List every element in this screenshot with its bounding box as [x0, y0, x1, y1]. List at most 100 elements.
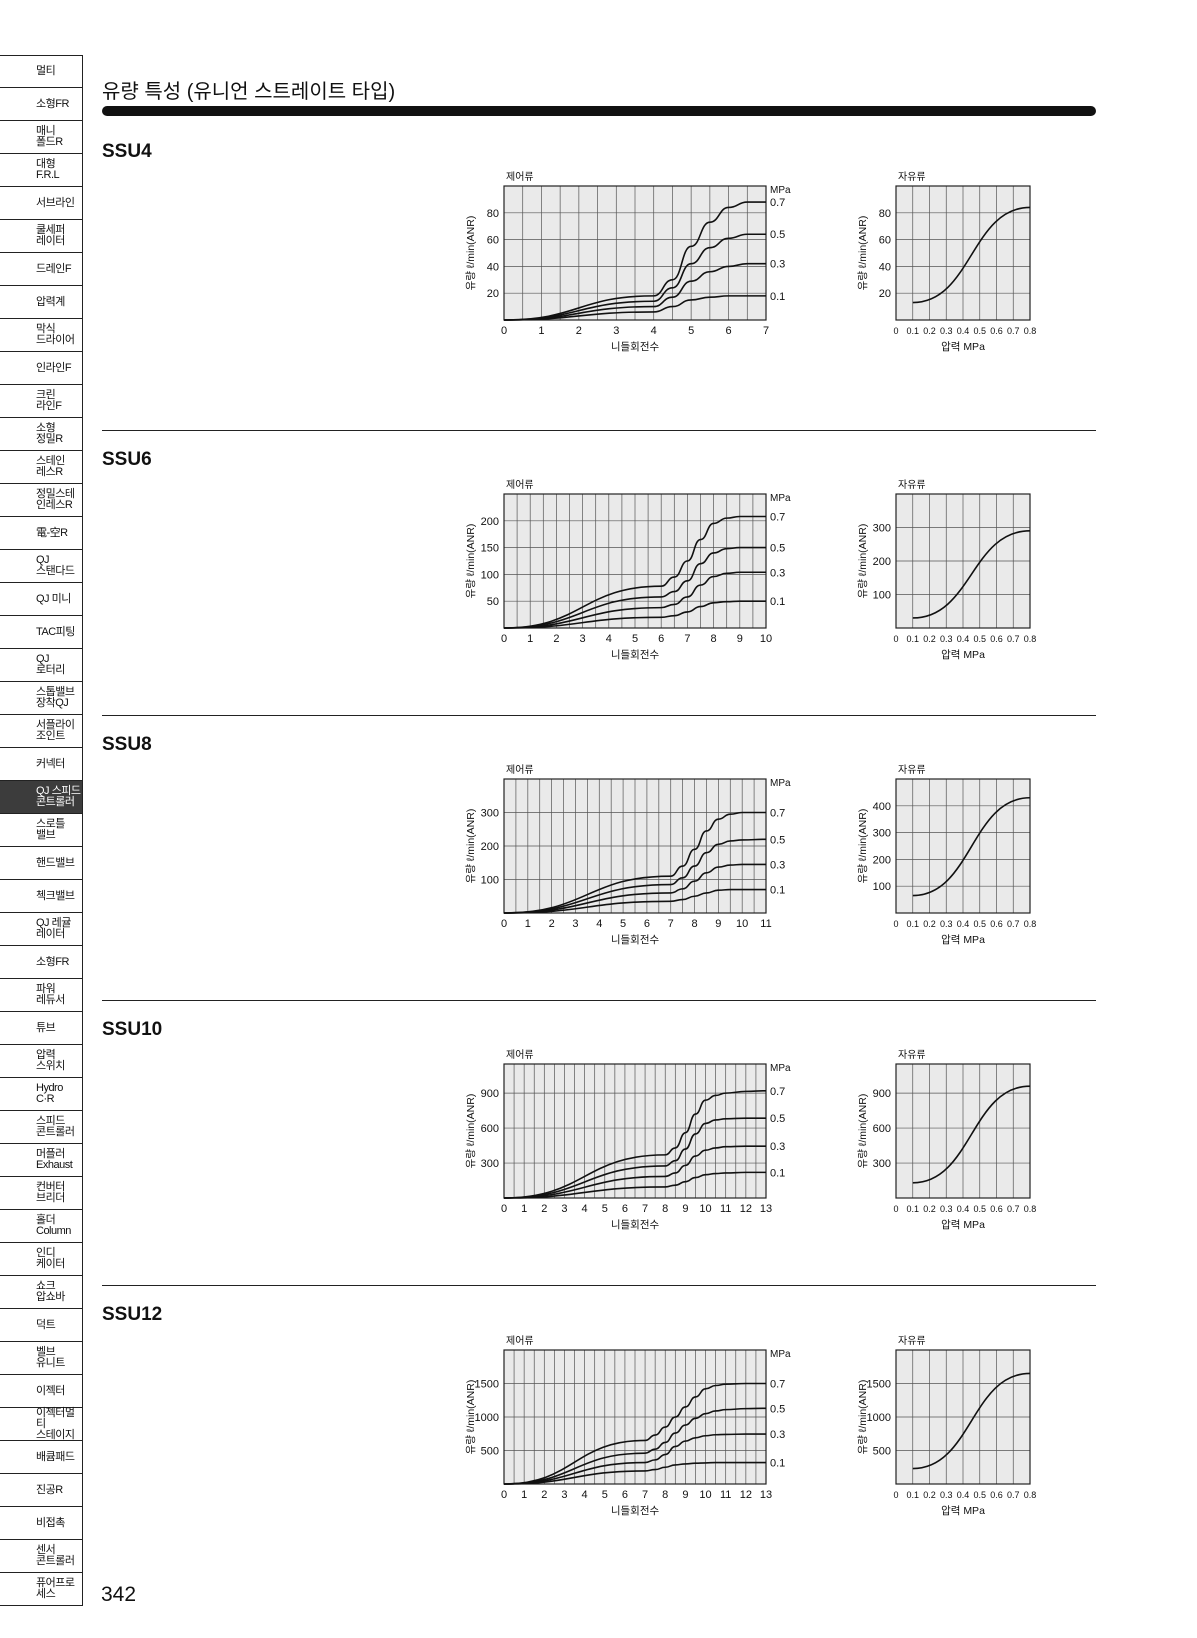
sidebar-item[interactable]: 튜브 [0, 1012, 82, 1045]
pressure-curve [503, 838, 767, 914]
sidebar-item[interactable]: QJ 스피드 콘트롤러 [0, 781, 82, 814]
sidebar-item[interactable]: 이젝터멀티 스테이지 [0, 1407, 82, 1441]
x-tick-label: 0.4 [957, 634, 970, 644]
sidebar-item[interactable]: 電-空R [0, 517, 82, 550]
x-tick-label: 0.8 [1024, 1490, 1037, 1500]
pressure-curve [503, 1171, 766, 1199]
page-number: 342 [101, 1583, 137, 1606]
x-tick-label: 0.6 [990, 326, 1003, 336]
sidebar-item[interactable]: 인디 케이터 [0, 1243, 82, 1276]
pressure-curve [503, 888, 766, 914]
y-tick-label: 1000 [867, 1412, 891, 1424]
sidebar-item[interactable]: 크린 라인F [0, 385, 82, 418]
x-tick-label: 6 [644, 918, 650, 930]
x-tick-label: 1 [521, 1203, 527, 1215]
y-tick-label: 80 [487, 208, 499, 220]
sidebar-item[interactable]: QJ 레귤 레이터 [0, 913, 82, 946]
x-axis-label: 니들회전수 [611, 1505, 660, 1517]
sidebar-item[interactable]: 홀더 Column [0, 1210, 82, 1243]
x-tick-label: 0.2 [923, 919, 936, 929]
sidebar-item[interactable]: 정밀스테 인레스R [0, 484, 82, 517]
sidebar-item[interactable]: TAC피팅 [0, 616, 82, 649]
series-label: 0.7 [770, 1379, 785, 1391]
sidebar-item[interactable]: Hydro C·R [0, 1078, 82, 1111]
x-tick-label: 5 [602, 1489, 608, 1501]
sidebar-item[interactable]: 쿨세퍼 레이터 [0, 220, 82, 253]
x-tick-label: 6 [622, 1203, 628, 1215]
y-tick-label: 300 [873, 828, 891, 840]
sidebar-item[interactable]: 비접촉 [0, 1507, 82, 1540]
sidebar-item[interactable]: 멀티 [0, 55, 82, 88]
sidebar-item[interactable]: 센서 콘트롤러 [0, 1540, 82, 1573]
sidebar-item[interactable]: 소형 정밀R [0, 418, 82, 451]
sidebar-item[interactable]: 서플라이 조인트 [0, 715, 82, 748]
y-tick-label: 100 [481, 875, 499, 887]
sidebar-item[interactable]: QJ 스탠다드 [0, 550, 82, 583]
sidebar-item[interactable]: 스로틀 밸브 [0, 814, 82, 847]
sidebar-item[interactable]: 퓨어프로 세스 [0, 1573, 82, 1606]
pressure-curve [503, 1382, 766, 1485]
sidebar-item[interactable]: 압력 스위치 [0, 1045, 82, 1078]
x-tick-label: 0 [893, 326, 898, 336]
sidebar-item[interactable]: 스피드 콘트롤러 [0, 1111, 82, 1144]
sidebar-item[interactable]: 매니 폴드R [0, 121, 82, 154]
sidebar-item[interactable]: 핸드밸브 [0, 847, 82, 880]
sidebar-item[interactable]: 배큠패드 [0, 1441, 82, 1474]
y-tick-label: 100 [873, 881, 891, 893]
x-tick-label: 7 [763, 325, 769, 337]
sidebar-item[interactable]: QJ 미니 [0, 583, 82, 616]
x-tick-label: 0 [501, 1203, 507, 1215]
x-tick-label: 0.4 [957, 1490, 970, 1500]
sidebar-item[interactable]: 파워 레듀서 [0, 979, 82, 1012]
plot-frame [895, 493, 1031, 629]
sidebar-item[interactable]: 막식 드라이어 [0, 319, 82, 352]
sidebar-item[interactable]: 머플러 Exhaust [0, 1144, 82, 1177]
pressure-curve [503, 600, 766, 629]
sidebar-item[interactable]: 커넥터 [0, 748, 82, 781]
x-tick-label: 0 [893, 634, 898, 644]
x-tick-label: 8 [711, 633, 717, 645]
sidebar-item[interactable]: 스톱밸브 장착QJ [0, 682, 82, 715]
series-label: 0.5 [770, 229, 785, 241]
x-tick-label: 0.2 [923, 326, 936, 336]
y-tick-label: 80 [879, 208, 891, 220]
sidebar-item[interactable]: 서브라인 [0, 187, 82, 220]
sidebar-item[interactable]: 소형FR [0, 946, 82, 979]
section-divider [102, 430, 1096, 431]
y-axis-label: 유량 ℓ/min(ANR) [857, 524, 869, 599]
sidebar-item[interactable]: 드레인F [0, 253, 82, 286]
sidebar-item[interactable]: 대형 F.R.L [0, 154, 82, 187]
y-axis-label: 유량 ℓ/min(ANR) [465, 1094, 477, 1169]
y-tick-label: 1500 [475, 1379, 499, 1391]
pressure-curve [503, 571, 766, 629]
x-tick-label: 3 [572, 918, 578, 930]
x-axis-label: 니들회전수 [611, 1219, 660, 1231]
sidebar-item[interactable]: 압력계 [0, 286, 82, 319]
sidebar-item[interactable]: 소형FR [0, 88, 82, 121]
sidebar-item[interactable]: 인라인F [0, 352, 82, 385]
x-axis-label: 압력 MPa [941, 1218, 985, 1231]
sidebar-item[interactable]: 이젝터 [0, 1375, 82, 1408]
sidebar-item[interactable]: 덕트 [0, 1309, 82, 1342]
x-tick-label: 7 [642, 1203, 648, 1215]
sidebar-item[interactable]: 진공R [0, 1474, 82, 1507]
free-flow-chart-ssu8: 0 0.1 0.2 0.3 0.4 0.5 0.6 0.7 0.8 100 200 300 400 자유류… [857, 764, 1036, 946]
y-axis-label: 유량 ℓ/min(ANR) [465, 1380, 477, 1455]
sidebar-item[interactable]: 벨브 유니트 [0, 1342, 82, 1375]
x-tick-label: 2 [541, 1489, 547, 1501]
sidebar-item[interactable]: 쇼크 압쇼바 [0, 1276, 82, 1309]
sidebar-item[interactable]: QJ 로터리 [0, 649, 82, 682]
x-tick-label: 3 [561, 1203, 567, 1215]
x-tick-label: 0.4 [957, 326, 970, 336]
series-label: 0.3 [770, 259, 785, 271]
panel-label: 자유류 [898, 1335, 926, 1347]
series-label: 0.7 [770, 1086, 785, 1098]
pressure-curve [503, 546, 766, 629]
y-tick-label: 500 [481, 1446, 499, 1458]
sidebar-item[interactable]: 스테인 레스R [0, 451, 82, 484]
sidebar-item[interactable]: 컨버터 브리더 [0, 1177, 82, 1210]
flow-line [912, 206, 1031, 304]
y-tick-label: 400 [873, 801, 891, 813]
sidebar-item[interactable]: 첵크밸브 [0, 880, 82, 913]
flow-line [912, 796, 1031, 897]
